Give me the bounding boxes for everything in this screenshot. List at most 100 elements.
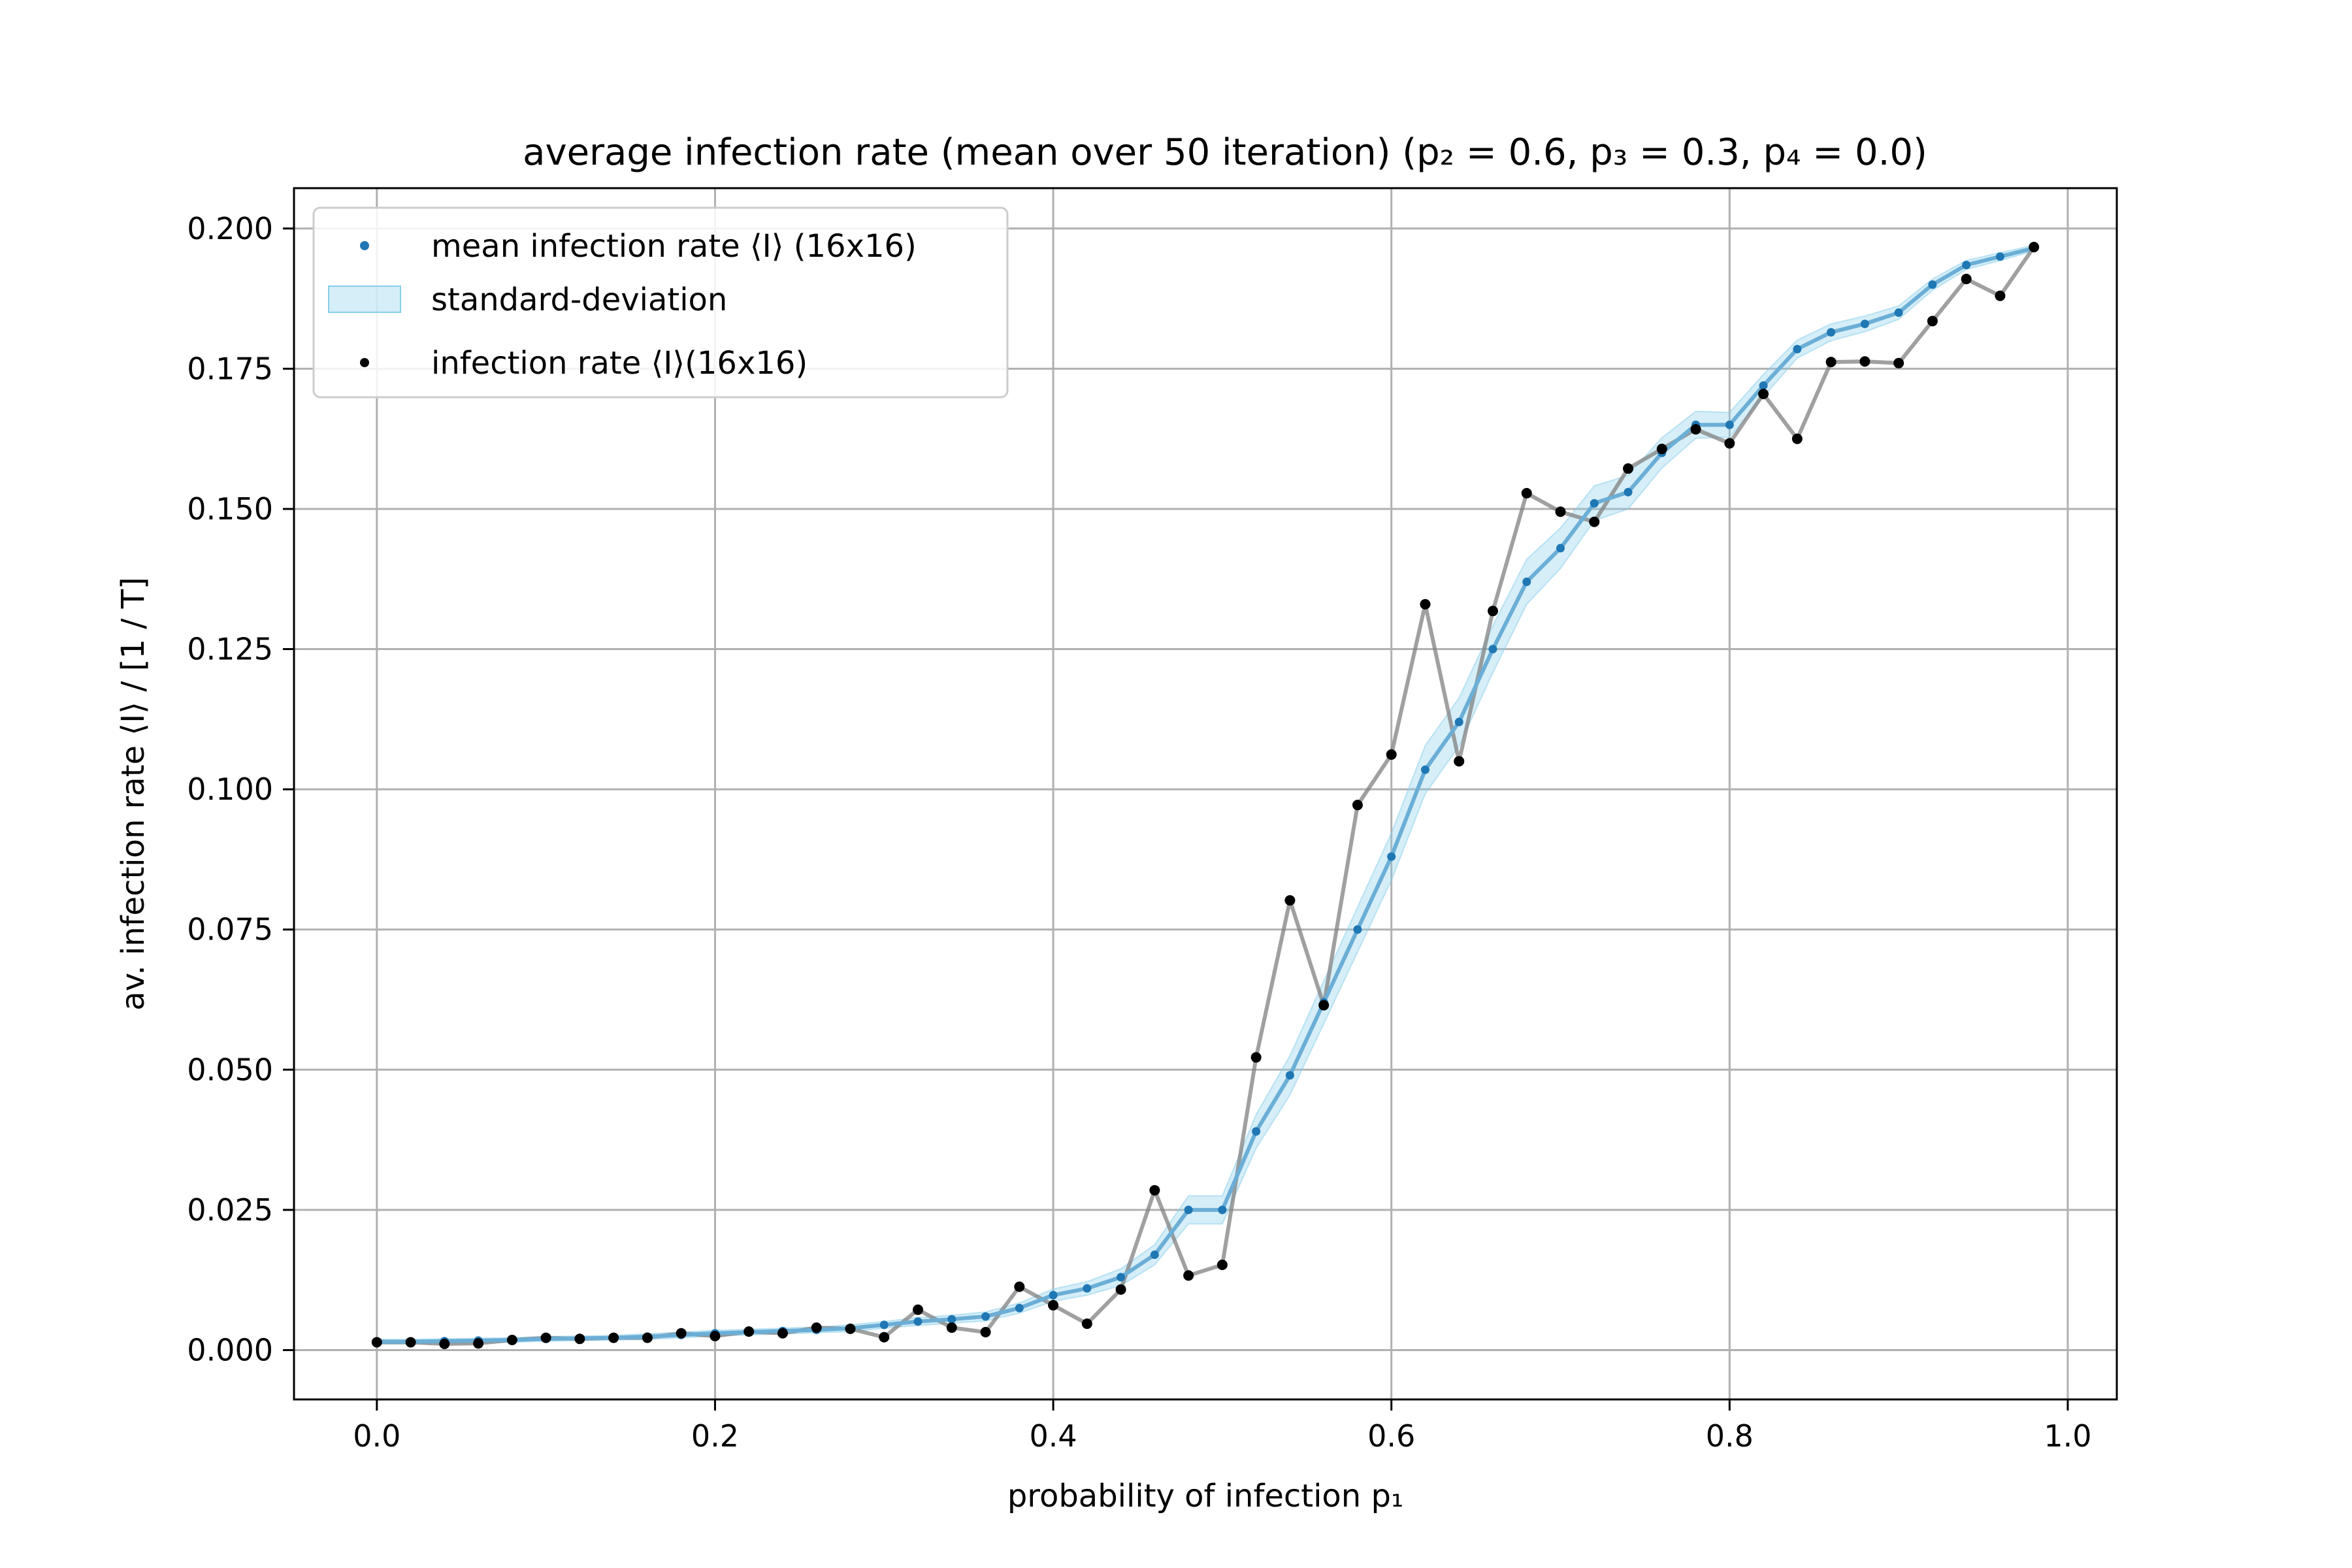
- y-tick-label: 0.125: [187, 632, 273, 667]
- raw-point: [371, 1337, 382, 1348]
- raw-point: [1995, 290, 2006, 301]
- raw-point: [1454, 756, 1465, 767]
- raw-point: [506, 1335, 517, 1346]
- raw-point: [879, 1331, 890, 1343]
- mean-point: [1759, 381, 1768, 390]
- raw-point: [405, 1337, 416, 1348]
- raw-point: [1284, 895, 1296, 906]
- raw-point: [1183, 1270, 1194, 1281]
- raw-point: [1386, 749, 1397, 760]
- raw-point: [1623, 463, 1634, 474]
- raw-point: [642, 1332, 653, 1343]
- legend-std-label: standard-deviation: [431, 282, 727, 318]
- mean-point: [947, 1315, 956, 1324]
- mean-point: [1049, 1290, 1058, 1299]
- raw-point: [2029, 242, 2040, 253]
- mean-point: [879, 1320, 889, 1330]
- mean-point: [1793, 344, 1802, 353]
- mean-point: [1150, 1250, 1159, 1260]
- legend-mean-marker: [360, 241, 369, 250]
- chart-title: average infection rate (mean over 50 ite…: [523, 131, 1927, 174]
- mean-point: [1590, 498, 1599, 508]
- mean-point: [1218, 1205, 1227, 1215]
- raw-point: [913, 1304, 924, 1315]
- raw-point: [1656, 444, 1667, 455]
- raw-point: [608, 1332, 619, 1343]
- mean-point: [1928, 280, 1937, 289]
- mean-point: [1522, 578, 1531, 587]
- y-axis-label: av. infection rate ⟨I⟩ / [1 / T]: [115, 577, 152, 1010]
- raw-point: [1893, 357, 1904, 368]
- raw-point: [1318, 1000, 1330, 1011]
- raw-point: [1859, 356, 1870, 367]
- legend-std-swatch: [328, 286, 401, 313]
- mean-point: [1556, 544, 1565, 553]
- raw-point: [1115, 1284, 1126, 1295]
- raw-point: [1014, 1281, 1025, 1292]
- raw-point: [1081, 1318, 1092, 1330]
- raw-point: [1149, 1184, 1160, 1196]
- raw-point: [811, 1322, 822, 1333]
- x-tick-label: 0.4: [1029, 1418, 1077, 1454]
- raw-point: [1825, 357, 1837, 368]
- plot-frame: [293, 187, 2118, 1401]
- raw-point: [1521, 487, 1532, 498]
- chart-title-text: average infection rate (mean over 50 ite…: [523, 131, 1927, 174]
- legend-raw-marker: [360, 358, 369, 367]
- mean-point: [1015, 1303, 1024, 1313]
- mean-point: [1894, 308, 1903, 318]
- raw-point: [1724, 438, 1735, 449]
- mean-series-layer: [371, 242, 2040, 1350]
- raw-point: [1758, 389, 1769, 400]
- mean-point: [1995, 252, 2004, 261]
- mean-point: [1860, 319, 1869, 329]
- y-axis-label-text: av. infection rate ⟨I⟩ / [1 / T]: [115, 577, 152, 1010]
- raw-point: [1420, 598, 1431, 610]
- legend-std-label-text: standard-deviation: [431, 282, 727, 318]
- legend-mean-label: mean infection rate ⟨I⟩ (16x16): [431, 228, 917, 265]
- mean-point: [1353, 925, 1362, 934]
- raw-point: [1352, 800, 1363, 811]
- raw-point: [1690, 424, 1701, 435]
- raw-point: [1217, 1260, 1228, 1270]
- raw-point: [845, 1323, 856, 1334]
- raw-point: [540, 1332, 551, 1343]
- raw-point: [1048, 1299, 1059, 1311]
- y-tick-label: 0.100: [187, 772, 273, 807]
- mean-point: [913, 1317, 923, 1326]
- mean-point: [1387, 852, 1396, 861]
- raw-point: [1250, 1052, 1262, 1063]
- raw-point: [980, 1327, 991, 1337]
- x-tick-label: 0.2: [691, 1418, 739, 1454]
- x-tick-label: 0.8: [1706, 1418, 1754, 1454]
- mean-point: [1624, 487, 1633, 497]
- x-tick-label: 1.0: [2044, 1418, 2091, 1454]
- y-tick-label: 0.000: [187, 1332, 273, 1367]
- raw-point: [1555, 506, 1566, 517]
- legend-raw-label: infection rate ⟨I⟩(16x16): [431, 345, 808, 382]
- mean-point: [1285, 1071, 1294, 1080]
- x-tick-label: 0.6: [1367, 1418, 1415, 1454]
- mean-point: [1184, 1205, 1193, 1215]
- legend-frame: [312, 206, 1009, 399]
- y-tick-label: 0.075: [187, 912, 273, 947]
- mean-point: [1488, 645, 1497, 654]
- x-tick-label: 0.0: [353, 1418, 400, 1454]
- y-tick-label: 0.175: [187, 351, 273, 386]
- legend: mean infection rate ⟨I⟩ (16x16) standard…: [312, 206, 1009, 399]
- legend-mean-label-text: mean infection rate ⟨I⟩ (16x16): [431, 228, 917, 265]
- y-tick-label: 0.025: [187, 1192, 273, 1228]
- x-axis-label-text: probability of infection p₁: [1007, 1478, 1403, 1514]
- raw-point: [1961, 274, 1972, 285]
- raw-point: [439, 1339, 450, 1350]
- mean-point: [1083, 1284, 1092, 1293]
- raw-point: [1791, 433, 1803, 444]
- raw-point: [1927, 316, 1938, 327]
- mean-point: [1252, 1127, 1261, 1136]
- x-axis-ticks: 0.0 0.2 0.4 0.6 0.8 1.0: [353, 1399, 2092, 1454]
- y-tick-label: 0.050: [187, 1052, 273, 1087]
- mean-point: [1725, 420, 1734, 429]
- raw-point: [710, 1331, 721, 1342]
- raw-point: [473, 1338, 484, 1349]
